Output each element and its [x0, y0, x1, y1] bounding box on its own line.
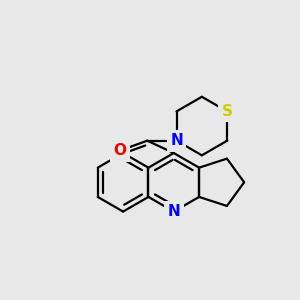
Text: N: N [170, 133, 183, 148]
Text: O: O [113, 143, 126, 158]
Text: N: N [167, 204, 180, 219]
Text: S: S [222, 104, 233, 119]
Text: N: N [167, 204, 180, 219]
Text: N: N [170, 133, 183, 148]
Text: O: O [113, 143, 126, 158]
Text: S: S [222, 104, 233, 119]
